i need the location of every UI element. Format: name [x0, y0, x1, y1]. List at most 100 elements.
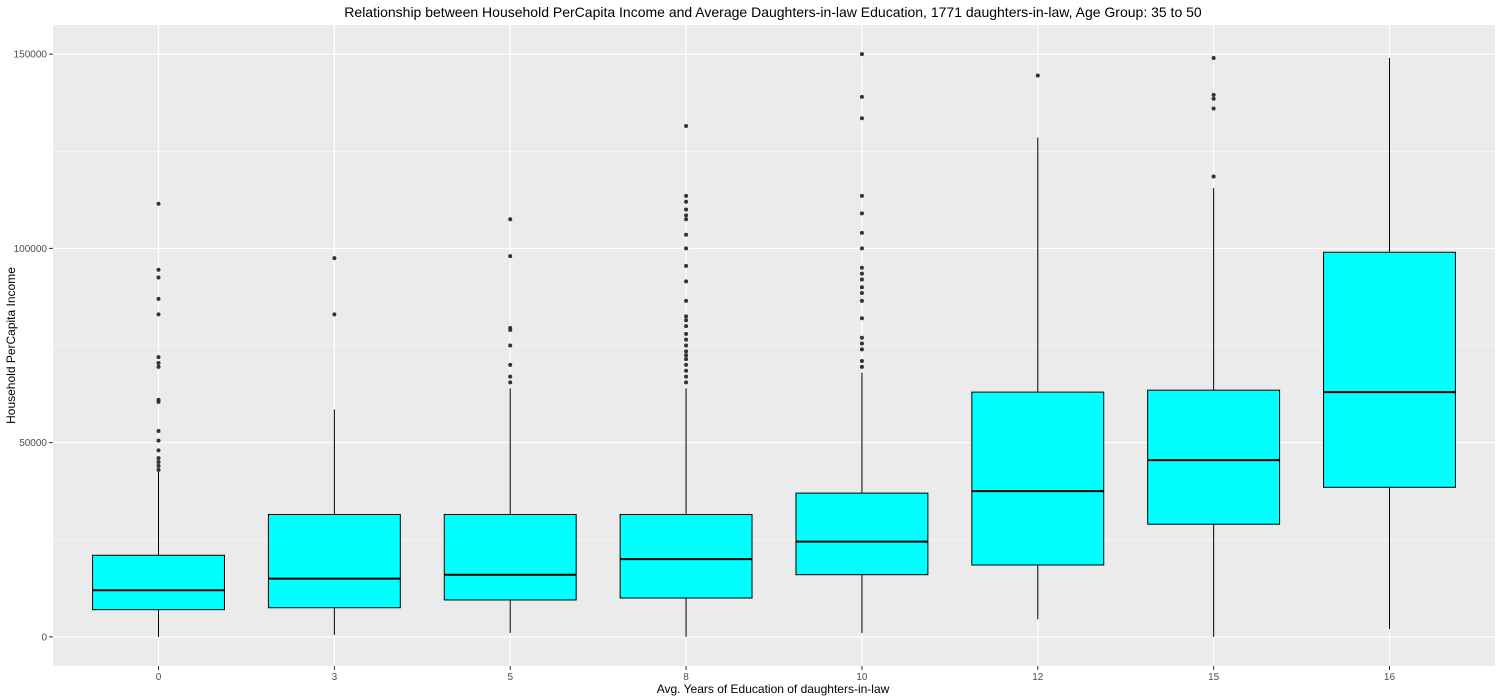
box-iqr — [619, 513, 753, 599]
outlier-point — [508, 362, 513, 367]
box-group-3 — [267, 256, 401, 635]
outlier-point — [859, 52, 864, 57]
outlier-point — [684, 193, 689, 198]
outlier-point — [156, 360, 161, 365]
outlier-point — [684, 368, 689, 373]
outlier-point — [332, 312, 337, 317]
y-tick-label: 150000 — [14, 50, 48, 61]
outlier-point — [156, 201, 161, 206]
outlier-point — [859, 291, 864, 296]
x-axis-title: Avg. Years of Education of daughters-in-… — [657, 682, 890, 696]
outlier-point — [156, 275, 161, 280]
outlier-point — [1211, 106, 1216, 111]
x-tick-label: 8 — [683, 672, 689, 683]
outlier-point — [508, 343, 513, 348]
outlier-point — [684, 362, 689, 367]
outlier-point — [859, 335, 864, 340]
box-group-10 — [795, 52, 929, 633]
outlier-point — [684, 207, 689, 212]
outlier-point — [684, 232, 689, 237]
outlier-point — [508, 254, 513, 259]
outlier-point — [508, 326, 513, 331]
outlier-point — [1211, 96, 1216, 101]
outlier-point — [684, 199, 689, 204]
box-group-15 — [1147, 56, 1281, 637]
box-iqr — [971, 391, 1105, 566]
outlier-point — [859, 364, 864, 369]
outlier-point — [156, 438, 161, 443]
outlier-point — [684, 217, 689, 222]
outlier-point — [859, 285, 864, 290]
outlier-point — [684, 374, 689, 379]
outlier-point — [156, 312, 161, 317]
outlier-point — [1035, 73, 1040, 78]
outlier-point — [684, 380, 689, 385]
outlier-point — [684, 318, 689, 323]
box-group-5 — [443, 217, 577, 633]
x-tick-label: 12 — [1032, 672, 1044, 683]
outlier-point — [156, 456, 161, 461]
y-tick-label: 100000 — [14, 244, 48, 255]
outlier-point — [684, 246, 689, 251]
outlier-point — [156, 448, 161, 453]
outlier-point — [859, 316, 864, 321]
outlier-point — [859, 271, 864, 276]
outlier-point — [156, 397, 161, 402]
outlier-point — [684, 343, 689, 348]
outlier-point — [684, 353, 689, 358]
box-iqr — [443, 513, 577, 601]
outlier-point — [859, 116, 864, 121]
outlier-point — [332, 256, 337, 261]
box-iqr — [92, 554, 225, 611]
x-tick-label: 15 — [1208, 672, 1220, 683]
outlier-point — [684, 349, 689, 354]
outlier-point — [684, 263, 689, 268]
outlier-point — [859, 298, 864, 303]
outlier-point — [156, 428, 161, 433]
outlier-point — [684, 279, 689, 284]
outlier-point — [684, 357, 689, 362]
x-tick-label: 10 — [856, 672, 868, 683]
outlier-point — [508, 374, 513, 379]
outlier-point — [859, 230, 864, 235]
outlier-point — [1211, 56, 1216, 61]
outlier-point — [859, 359, 864, 364]
x-tick-label: 16 — [1384, 672, 1396, 683]
outlier-point — [859, 341, 864, 346]
outlier-point — [684, 213, 689, 218]
outlier-point — [508, 217, 513, 222]
outlier-point — [684, 331, 689, 336]
outlier-point — [684, 298, 689, 303]
y-tick-label: 50000 — [19, 438, 47, 449]
outlier-point — [1211, 92, 1216, 97]
outlier-point — [156, 463, 161, 468]
box-iqr — [1147, 389, 1281, 525]
outlier-point — [859, 246, 864, 251]
box-group-12 — [971, 73, 1105, 620]
x-axis: 0 3 5 8 10 12 15 16 — [156, 666, 1396, 683]
box-group-8 — [619, 124, 753, 637]
outlier-point — [859, 347, 864, 352]
x-tick-label: 0 — [156, 672, 162, 683]
outlier-point — [684, 337, 689, 342]
y-axis-title: Household PerCapita Income — [4, 267, 18, 424]
outlier-point — [156, 355, 161, 360]
outlier-point — [156, 364, 161, 369]
outlier-point — [156, 296, 161, 301]
y-tick-label: 0 — [41, 632, 47, 643]
box-iqr — [267, 513, 401, 609]
outlier-point — [684, 324, 689, 329]
outlier-point — [859, 277, 864, 282]
y-axis: 0 50000 100000 150000 — [14, 50, 53, 643]
box-iqr — [795, 492, 929, 576]
outlier-point — [859, 193, 864, 198]
outlier-point — [156, 267, 161, 272]
outlier-point — [859, 211, 864, 216]
box-iqr — [1323, 251, 1456, 488]
box-group-0 — [92, 201, 225, 637]
outlier-point — [508, 380, 513, 385]
outlier-point — [859, 94, 864, 99]
outlier-point — [859, 265, 864, 270]
outlier-point — [684, 124, 689, 129]
